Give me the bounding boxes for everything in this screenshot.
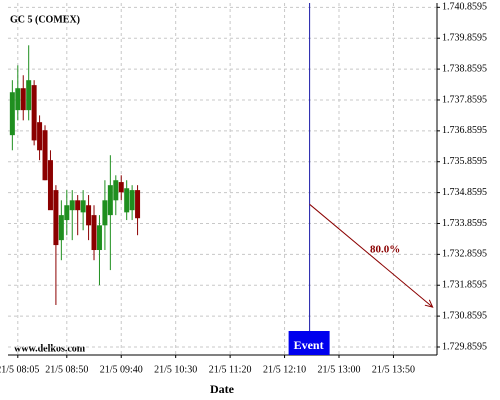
candle-body: [75, 200, 81, 211]
y-tick-label: 1.740.8595: [442, 2, 487, 13]
x-tick-label: 21/5 11:20: [209, 364, 252, 375]
candle-body: [31, 85, 37, 141]
candle-body: [58, 215, 64, 241]
candle-body: [15, 88, 21, 111]
candle-body: [9, 92, 15, 136]
candle-body: [135, 190, 141, 219]
candle-body: [124, 188, 130, 213]
x-axis-title: Date: [210, 382, 235, 396]
event-label: Event: [294, 338, 324, 352]
candle-body: [80, 200, 86, 213]
y-tick-label: 1.735.8595: [442, 156, 487, 167]
y-tick-label: 1.730.8595: [442, 310, 487, 321]
x-tick-label: 21/5 08:50: [45, 364, 88, 375]
y-tick-label: 1.736.8595: [442, 125, 487, 136]
y-tick-label: 1.733.8595: [442, 218, 487, 229]
projection-arrow: [309, 203, 433, 308]
event-box: [288, 331, 330, 355]
y-tick-label: 1.738.8595: [442, 63, 487, 74]
candle-body: [47, 160, 53, 211]
candle-body: [69, 200, 75, 211]
y-tick-label: 1.734.8595: [442, 187, 487, 198]
watermark: www.delkos.com: [14, 343, 86, 354]
x-tick-label: 21/5 13:00: [317, 364, 360, 375]
chart-title: GC 5 (COMEX): [10, 14, 80, 25]
candle-body: [118, 182, 124, 193]
candle-body: [102, 200, 108, 226]
arrow-head: [424, 299, 434, 308]
candle-body: [64, 205, 70, 221]
y-tick-label: 1.739.8595: [442, 33, 487, 44]
y-tick-label: 1.732.8595: [442, 249, 487, 260]
candle-body: [26, 80, 32, 111]
x-tick-label: 21/5 09:40: [100, 364, 143, 375]
x-tick-label: 21/5 13:50: [372, 364, 415, 375]
candle-body: [91, 215, 97, 251]
y-tick-label: 1.729.8595: [442, 341, 487, 352]
candle-body: [129, 190, 135, 211]
projection-label: 80.0%: [370, 244, 400, 256]
x-tick-label: 21/5 12:10: [263, 364, 306, 375]
candle-body: [37, 122, 43, 151]
x-tick-label: 21/5 10:30: [154, 364, 197, 375]
y-tick-label: 1.737.8595: [442, 94, 487, 105]
candle-body: [113, 180, 119, 201]
y-tick-label: 1.731.8595: [442, 280, 487, 291]
candle-body: [96, 225, 102, 251]
candle-body: [86, 205, 92, 226]
candle-body: [53, 190, 59, 246]
candle-body: [107, 185, 113, 216]
x-tick-label: 21/5 08:05: [0, 364, 39, 375]
candle-body: [42, 130, 48, 181]
candle-body: [20, 88, 26, 111]
